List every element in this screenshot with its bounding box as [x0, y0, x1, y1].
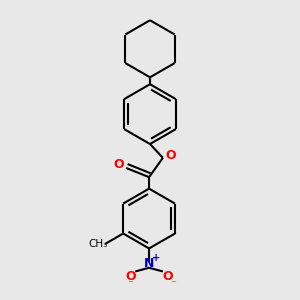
Text: O: O	[162, 270, 173, 283]
Text: N: N	[144, 257, 154, 270]
Text: +: +	[152, 253, 160, 263]
Text: O: O	[125, 270, 136, 283]
Text: ⁻: ⁻	[170, 279, 176, 289]
Text: CH₃: CH₃	[89, 239, 108, 249]
Text: ⁻: ⁻	[128, 279, 134, 289]
Text: O: O	[166, 149, 176, 163]
Text: O: O	[114, 158, 124, 171]
